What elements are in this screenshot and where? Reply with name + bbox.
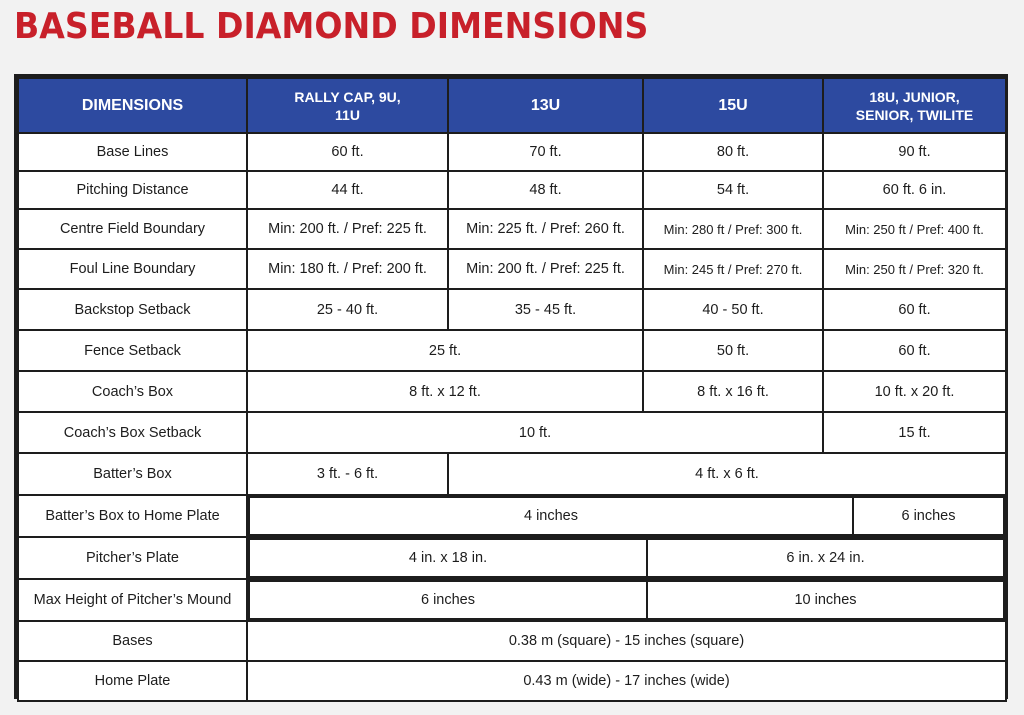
split-cells: 4 inches 6 inches <box>249 497 1004 535</box>
page-title: BASEBALL DIAMOND DIMENSIONS <box>14 6 649 47</box>
cell: Min: 250 ft / Pref: 320 ft. <box>822 248 1007 290</box>
cell: 50 ft. <box>642 329 824 372</box>
row-label: Batter’s Box to Home Plate <box>17 494 248 538</box>
row-label: Coach’s Box <box>17 370 248 413</box>
cell: 80 ft. <box>642 132 824 172</box>
table-row-centre-field: Centre Field Boundary Min: 200 ft. / Pre… <box>17 208 1007 250</box>
cell: 6 in. x 24 in. <box>646 539 1004 577</box>
table-row-pitchers-plate: Pitcher’s Plate 4 in. x 18 in. 6 in. x 2… <box>17 536 1007 580</box>
table-row-mound-height: Max Height of Pitcher’s Mound 6 inches 1… <box>17 578 1007 622</box>
cell: Min: 280 ft / Pref: 300 ft. <box>642 208 824 250</box>
header-dimensions: DIMENSIONS <box>17 77 248 134</box>
row-label: Coach’s Box Setback <box>17 411 248 454</box>
cell: 25 ft. <box>246 329 644 372</box>
cell: 4 inches <box>249 497 854 535</box>
row-label: Batter’s Box <box>17 452 248 496</box>
table-row-batters-box-home: Batter’s Box to Home Plate 4 inches 6 in… <box>17 494 1007 538</box>
table-row-base-lines: Base Lines 60 ft. 70 ft. 80 ft. 90 ft. <box>17 132 1007 172</box>
row-label: Max Height of Pitcher’s Mound <box>17 578 248 622</box>
cell: Min: 200 ft. / Pref: 225 ft. <box>447 248 644 290</box>
cell: 15 ft. <box>822 411 1007 454</box>
cell: 10 inches <box>646 581 1004 619</box>
cell: 6 inches <box>852 497 1004 535</box>
row-label: Foul Line Boundary <box>17 248 248 290</box>
cell: 40 - 50 ft. <box>642 288 824 331</box>
table-row-backstop: Backstop Setback 25 - 40 ft. 35 - 45 ft.… <box>17 288 1007 331</box>
dimensions-table-frame: DIMENSIONS RALLY CAP, 9U, 11U 13U 15U 18… <box>14 74 1008 702</box>
row-label: Fence Setback <box>17 329 248 372</box>
table-row-batters-box: Batter’s Box 3 ft. - 6 ft. 4 ft. x 6 ft. <box>17 452 1007 496</box>
table-row-home-plate: Home Plate 0.43 m (wide) - 17 inches (wi… <box>17 660 1007 702</box>
cell: 48 ft. <box>447 170 644 210</box>
split-cells: 4 in. x 18 in. 6 in. x 24 in. <box>249 539 1004 577</box>
row-label: Centre Field Boundary <box>17 208 248 250</box>
cell-group: 4 inches 6 inches <box>246 494 1007 538</box>
cell: 4 ft. x 6 ft. <box>447 452 1007 496</box>
dimensions-table: DIMENSIONS RALLY CAP, 9U, 11U 13U 15U 18… <box>17 77 1007 702</box>
cell: Min: 180 ft. / Pref: 200 ft. <box>246 248 449 290</box>
cell: 0.38 m (square) - 15 inches (square) <box>246 620 1007 662</box>
table-row-foul-line: Foul Line Boundary Min: 180 ft. / Pref: … <box>17 248 1007 290</box>
cell: Min: 225 ft. / Pref: 260 ft. <box>447 208 644 250</box>
row-label: Bases <box>17 620 248 662</box>
cell: 10 ft. <box>246 411 824 454</box>
cell: 6 inches <box>249 581 648 619</box>
cell: 90 ft. <box>822 132 1007 172</box>
cell: 4 in. x 18 in. <box>249 539 648 577</box>
table-row-coach-box: Coach’s Box 8 ft. x 12 ft. 8 ft. x 16 ft… <box>17 370 1007 413</box>
header-18u: 18U, JUNIOR, SENIOR, TWILITE <box>822 77 1007 134</box>
cell: 35 - 45 ft. <box>447 288 644 331</box>
cell: Min: 200 ft. / Pref: 225 ft. <box>246 208 449 250</box>
cell: 60 ft. 6 in. <box>822 170 1007 210</box>
header-rally-cap: RALLY CAP, 9U, 11U <box>246 77 449 134</box>
header-row: DIMENSIONS RALLY CAP, 9U, 11U 13U 15U 18… <box>17 77 1007 134</box>
table-row-bases: Bases 0.38 m (square) - 15 inches (squar… <box>17 620 1007 662</box>
table-row-coach-box-setback: Coach’s Box Setback 10 ft. 15 ft. <box>17 411 1007 454</box>
row-label: Base Lines <box>17 132 248 172</box>
row-label: Backstop Setback <box>17 288 248 331</box>
split-cells: 6 inches 10 inches <box>249 581 1004 619</box>
cell: 60 ft. <box>246 132 449 172</box>
cell: 8 ft. x 12 ft. <box>246 370 644 413</box>
cell: 8 ft. x 16 ft. <box>642 370 824 413</box>
cell: 10 ft. x 20 ft. <box>822 370 1007 413</box>
row-label: Pitcher’s Plate <box>17 536 248 580</box>
cell-group: 6 inches 10 inches <box>246 578 1007 622</box>
cell: 70 ft. <box>447 132 644 172</box>
cell: 0.43 m (wide) - 17 inches (wide) <box>246 660 1007 702</box>
cell: 25 - 40 ft. <box>246 288 449 331</box>
cell: 60 ft. <box>822 329 1007 372</box>
cell: Min: 250 ft / Pref: 400 ft. <box>822 208 1007 250</box>
table-row-pitching-distance: Pitching Distance 44 ft. 48 ft. 54 ft. 6… <box>17 170 1007 210</box>
row-label: Pitching Distance <box>17 170 248 210</box>
row-label: Home Plate <box>17 660 248 702</box>
cell: 44 ft. <box>246 170 449 210</box>
cell: 54 ft. <box>642 170 824 210</box>
header-13u: 13U <box>447 77 644 134</box>
cell: Min: 245 ft / Pref: 270 ft. <box>642 248 824 290</box>
cell-group: 4 in. x 18 in. 6 in. x 24 in. <box>246 536 1007 580</box>
cell: 60 ft. <box>822 288 1007 331</box>
header-15u: 15U <box>642 77 824 134</box>
cell: 3 ft. - 6 ft. <box>246 452 449 496</box>
table-row-fence: Fence Setback 25 ft. 50 ft. 60 ft. <box>17 329 1007 372</box>
